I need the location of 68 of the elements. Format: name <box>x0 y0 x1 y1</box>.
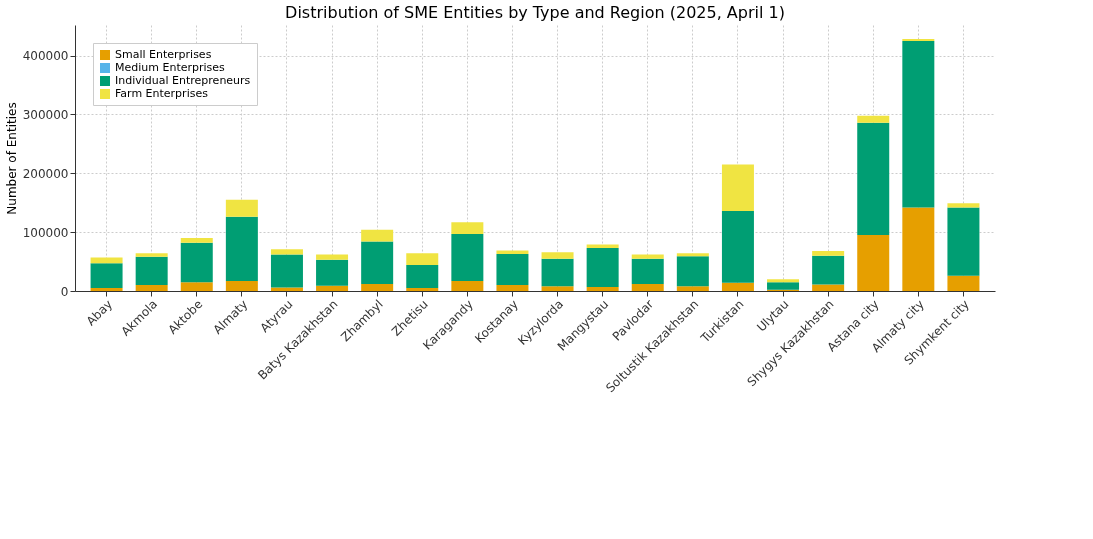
bar <box>180 238 213 243</box>
bar <box>947 275 980 291</box>
bar <box>631 258 664 284</box>
bar <box>721 210 754 283</box>
bar <box>812 250 845 256</box>
bar <box>406 253 439 266</box>
legend-label: Small Enterprises <box>115 48 212 61</box>
bar <box>451 233 484 281</box>
bar <box>135 253 168 257</box>
bar <box>947 207 980 276</box>
bar <box>451 281 484 291</box>
bar <box>406 288 439 291</box>
bar <box>135 256 168 286</box>
y-tick-label: 100000 <box>22 225 69 240</box>
bar <box>767 282 800 290</box>
bar <box>631 283 664 291</box>
bar <box>316 254 349 260</box>
bar <box>225 199 258 217</box>
chart-title: Distribution of SME Entities by Type and Region (2025, April 1) <box>285 3 785 22</box>
bar <box>270 254 303 288</box>
bar <box>676 286 709 291</box>
bar <box>361 283 394 291</box>
bar <box>135 285 168 291</box>
bar <box>676 256 709 287</box>
bar <box>90 263 123 289</box>
bar <box>857 115 890 123</box>
bar <box>270 287 303 291</box>
bar <box>90 288 123 291</box>
bar <box>406 265 439 289</box>
bar <box>541 252 574 259</box>
bar <box>902 40 935 208</box>
bar <box>812 255 845 285</box>
bar <box>857 235 890 291</box>
legend-label: Medium Enterprises <box>115 61 226 74</box>
bar <box>451 222 484 234</box>
bar <box>496 250 529 254</box>
bar <box>947 203 980 208</box>
bar <box>721 282 754 291</box>
bar <box>496 285 529 291</box>
bar <box>631 254 664 259</box>
bar <box>902 207 935 291</box>
bar <box>586 248 619 287</box>
bar <box>541 258 574 287</box>
y-tick-label: 0 <box>60 284 69 299</box>
bar <box>90 257 123 264</box>
y-tick-label: 300000 <box>22 107 69 122</box>
bar <box>225 281 258 291</box>
bar <box>225 216 258 281</box>
bar <box>361 229 394 242</box>
legend-label: Farm Enterprises <box>115 87 209 100</box>
bar <box>361 241 394 284</box>
bar <box>316 259 349 286</box>
bar <box>857 122 890 236</box>
y-tick-label: 200000 <box>22 166 69 181</box>
bar <box>586 286 619 291</box>
bar <box>270 249 303 255</box>
bar <box>316 285 349 291</box>
bar <box>180 282 213 291</box>
bar <box>676 253 709 257</box>
bar <box>767 279 800 283</box>
legend-label: Individual Entrepreneurs <box>115 74 251 87</box>
bar <box>496 253 529 286</box>
y-tick-label: 400000 <box>22 49 69 64</box>
y-axis-title: Number of Entities <box>4 102 19 215</box>
bar <box>721 164 754 211</box>
bar <box>812 284 845 291</box>
bar <box>541 286 574 291</box>
bar <box>180 242 213 283</box>
